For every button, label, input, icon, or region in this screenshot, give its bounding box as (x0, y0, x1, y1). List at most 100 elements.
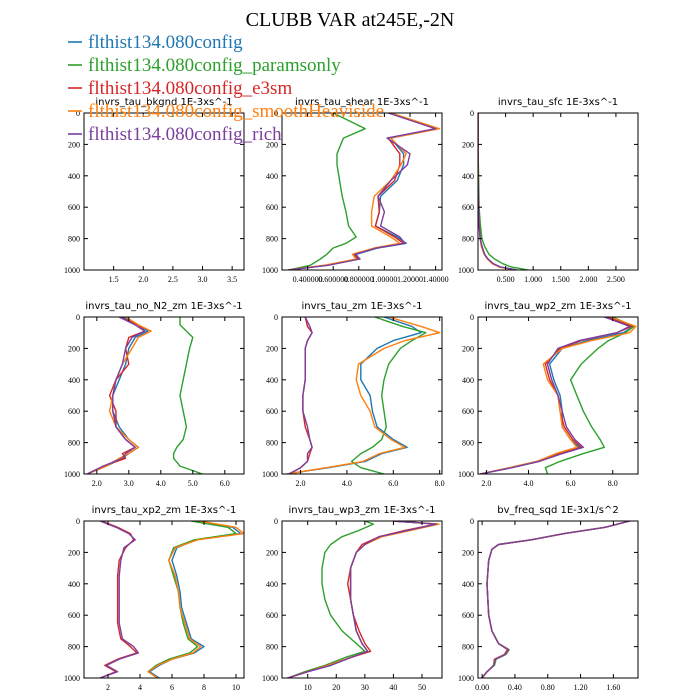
series-line-flthist134.080config (286, 317, 422, 474)
y-tick-label: 400 (266, 376, 278, 385)
x-tick-label: 0.00 (475, 683, 489, 692)
x-tick-label: 8 (202, 683, 206, 692)
y-tick-label: 0 (470, 313, 474, 322)
y-tick-label: 600 (462, 611, 474, 620)
series-group (288, 113, 441, 270)
series-line-flthist134.080config_rich (288, 113, 437, 270)
series-line-flthist134.080config_smoothHeaviside (286, 317, 441, 474)
series-line-flthist134.080config_paramsonly (172, 317, 203, 474)
legend-label: flthist134.080config (88, 32, 243, 53)
x-tick-label: 4.0 (342, 479, 352, 488)
x-tick-label: 6 (170, 683, 174, 692)
panel-invrs_tau_shear: invrs_tau_shear 1E-3xs^-1 0 200 400 600 800 10… (262, 97, 449, 284)
y-tick-label: 600 (68, 611, 80, 620)
x-tick-label: 5.0 (188, 479, 198, 488)
x-tick-label: 2.000 (579, 275, 597, 284)
series-line-flthist134.080config (148, 521, 242, 678)
y-tick-label: 200 (68, 140, 80, 149)
x-tick-label: 3.0 (198, 275, 208, 284)
y-tick-label: 0 (76, 517, 80, 526)
y-tick-label: 600 (68, 407, 80, 416)
y-tick-label: 1000 (458, 470, 474, 479)
legend-label: flthist134.080config_smoothHeaviside (88, 101, 384, 122)
y-tick-label: 1000 (262, 674, 278, 683)
x-tick-label: 10 (232, 683, 240, 692)
series-line-flthist134.080config_rich (287, 521, 437, 678)
panel-title: invrs_tau_wp2_zm 1E-3xs^-1 (485, 301, 632, 312)
x-tick-label: 4.0 (524, 479, 534, 488)
y-tick-label: 800 (68, 643, 80, 652)
y-tick-label: 200 (462, 548, 474, 557)
y-tick-label: 800 (462, 643, 474, 652)
series-line-flthist134.080config_e3sm (287, 521, 437, 678)
y-tick-label: 0 (274, 517, 278, 526)
x-tick-label: 0.400000 (293, 275, 323, 284)
y-tick-label: 600 (266, 611, 278, 620)
x-tick-label: 30 (361, 683, 369, 692)
panel-invrs_tau_wp2_zm: invrs_tau_wp2_zm 1E-3xs^-1 0 200 400 600 800 1… (458, 301, 639, 488)
y-tick-label: 1000 (64, 266, 80, 275)
x-tick-label: 50 (418, 683, 426, 692)
x-tick-label: 2 (106, 683, 110, 692)
y-tick-label: 0 (76, 313, 80, 322)
y-tick-label: 600 (266, 203, 278, 212)
y-tick-label: 1000 (458, 266, 474, 275)
x-tick-label: 0.500 (497, 275, 515, 284)
panel-title: invrs_tau_no_N2_zm 1E-3xs^-1 (85, 301, 242, 312)
axis-frame (477, 316, 639, 475)
series-line-flthist134.080config_rich (99, 521, 140, 678)
axis-frame (83, 112, 245, 271)
x-tick-label: 4 (138, 683, 142, 692)
axis-frame (477, 520, 639, 679)
series-line-flthist134.080config_e3sm (288, 317, 313, 474)
y-tick-label: 200 (266, 140, 278, 149)
series-line-flthist134.080config (288, 113, 439, 270)
series-line-flthist134.080config_rich (478, 113, 517, 270)
x-tick-label: 0.80 (541, 683, 555, 692)
series-line-flthist134.080config_rich (86, 317, 146, 474)
series-line-flthist134.080config_rich (479, 317, 631, 474)
x-tick-label: 20 (332, 683, 340, 692)
axis-frame (477, 112, 639, 271)
x-tick-label: 2.0 (296, 479, 306, 488)
y-tick-label: 0 (76, 109, 80, 118)
legend-entry: flthist134.080config_e3sm (68, 78, 292, 99)
panel-title: invrs_tau_bkgnd 1E-3xs^-1 (95, 97, 232, 108)
series-group (99, 521, 244, 678)
x-tick-label: 6.0 (388, 479, 398, 488)
y-tick-label: 400 (462, 580, 474, 589)
legend: flthist134.080config flthist134.080config… (68, 32, 384, 145)
axis-frame (83, 316, 245, 475)
series-line-flthist134.080config_paramsonly (478, 113, 528, 270)
y-tick-label: 200 (462, 140, 474, 149)
panels: invrs_tau_bkgnd 1E-3xs^-1020040060080010… (64, 97, 639, 692)
x-tick-label: 6.0 (566, 479, 576, 488)
series-line-flthist134.080config (478, 113, 517, 270)
y-tick-label: 0 (274, 109, 278, 118)
panel-invrs_tau_wp3_zm: invrs_tau_wp3_zm 1E-3xs^-1 0 200 400 600 800 1… (262, 505, 443, 692)
x-tick-label: 1.500 (552, 275, 570, 284)
x-tick-label: 1.5 (109, 275, 119, 284)
x-tick-label: 8.0 (435, 479, 445, 488)
panel-invrs_tau_sfc: invrs_tau_sfc 1E-3xs^-1 0 200 400 600 800 1000… (458, 97, 639, 284)
x-tick-label: 4.0 (156, 479, 166, 488)
figure-title: CLUBB VAR at245E,-2N (246, 9, 455, 31)
series-line-flthist134.080config_e3sm (99, 521, 138, 678)
legend-entry: flthist134.080config_smoothHeaviside (68, 101, 384, 122)
series-line-flthist134.080config_e3sm (478, 113, 516, 270)
y-tick-label: 800 (68, 235, 80, 244)
y-tick-label: 0 (470, 109, 474, 118)
axis-frame (83, 520, 245, 679)
x-tick-label: 6.0 (220, 479, 230, 488)
legend-entry: flthist134.080config_rich (68, 124, 282, 145)
y-tick-label: 200 (68, 344, 80, 353)
y-tick-label: 600 (68, 203, 80, 212)
x-tick-label: 2.0 (138, 275, 148, 284)
series-group (478, 113, 528, 270)
y-tick-label: 0 (470, 517, 474, 526)
legend-entry: flthist134.080config (68, 32, 243, 53)
series-line-flthist134.080config_paramsonly (147, 521, 237, 678)
y-tick-label: 400 (462, 172, 474, 181)
y-tick-label: 400 (68, 172, 80, 181)
